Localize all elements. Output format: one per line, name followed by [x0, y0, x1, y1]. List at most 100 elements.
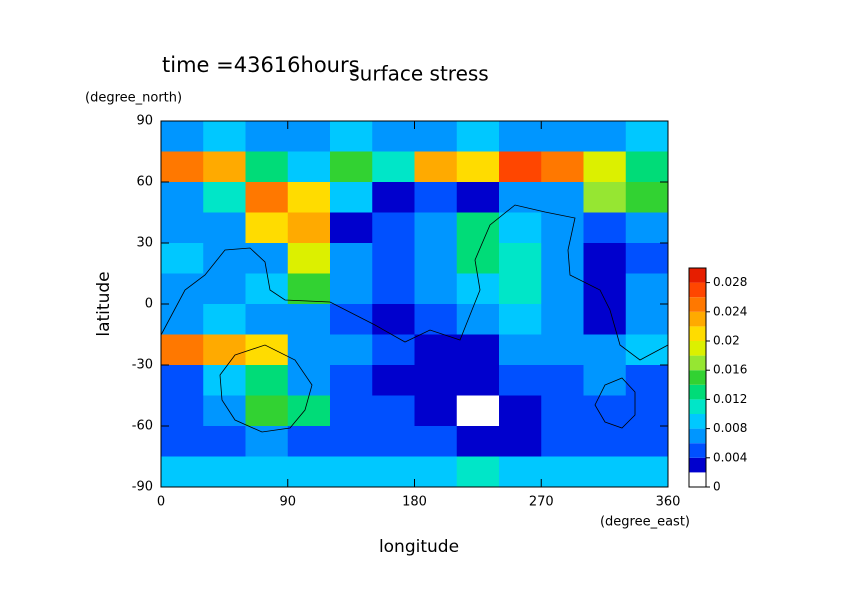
cell	[499, 395, 542, 427]
cell	[161, 273, 204, 305]
cell	[330, 243, 373, 274]
cell	[414, 151, 458, 183]
coastlines	[160, 204, 669, 433]
cell	[245, 182, 289, 213]
cell	[625, 243, 669, 274]
cell	[330, 182, 373, 213]
colorbar-band	[689, 282, 706, 298]
cell	[372, 151, 415, 183]
cell	[287, 426, 331, 457]
cell	[287, 243, 331, 274]
y-tick-label: 60	[136, 175, 153, 190]
cell	[245, 395, 289, 427]
cell	[499, 243, 542, 274]
cell	[541, 334, 584, 366]
cell	[583, 151, 627, 183]
cell	[245, 365, 289, 396]
cell	[414, 273, 458, 305]
cell	[161, 456, 204, 488]
colorbar-frame	[688, 267, 707, 488]
cell	[287, 334, 331, 366]
cell	[330, 456, 373, 488]
cell	[499, 182, 542, 213]
cell	[161, 334, 204, 366]
cell	[372, 273, 415, 305]
cell	[287, 121, 331, 152]
cell	[203, 304, 246, 335]
cell	[245, 121, 289, 152]
colorbar-tick-label: 0.02	[713, 334, 740, 348]
cell	[245, 212, 289, 244]
cell	[372, 212, 415, 244]
y-tick-label: -90	[132, 480, 153, 495]
y-axis-label: latitude	[94, 271, 114, 336]
cell	[161, 121, 204, 152]
cell	[245, 243, 289, 274]
x-tick-label: 90	[279, 495, 296, 510]
colorbar-tick-label: 0.012	[713, 392, 747, 406]
cell	[203, 121, 246, 152]
cell	[372, 121, 415, 152]
cell	[456, 365, 500, 396]
cell	[414, 334, 458, 366]
cell	[625, 395, 669, 427]
cell	[245, 426, 289, 457]
cell	[625, 212, 669, 244]
colorbar-band	[689, 384, 706, 400]
colorbar-tick-label: 0.024	[713, 304, 747, 318]
subtitle: time =43616hours	[162, 53, 360, 77]
cell	[330, 304, 373, 335]
x-tick-label: 0	[157, 495, 165, 510]
cell	[330, 395, 373, 427]
colorbar: 0 0.004 0.008 0.012 0.016 0.02 0.024 0.028	[688, 267, 747, 494]
y-tick-label: 0	[145, 297, 153, 312]
cell	[161, 365, 204, 396]
cell	[330, 334, 373, 366]
cell	[456, 212, 500, 244]
x-axis-label: longitude	[379, 537, 459, 557]
colorbar-band	[689, 268, 706, 283]
cell	[499, 334, 542, 366]
cell	[414, 365, 458, 396]
x-tick-label: 270	[529, 495, 554, 510]
cell	[414, 182, 458, 213]
cell	[287, 273, 331, 305]
cell	[499, 456, 542, 488]
cell	[499, 426, 542, 457]
cell	[541, 304, 584, 335]
colorbar-band	[689, 311, 706, 327]
cell	[245, 151, 289, 183]
cell	[625, 426, 669, 457]
cell	[372, 456, 415, 488]
cell	[414, 395, 458, 427]
chart-title: surface stress	[349, 62, 488, 86]
coastline	[160, 204, 669, 361]
cell	[625, 365, 669, 396]
cell	[287, 212, 331, 244]
cell	[245, 304, 289, 335]
plot-frame	[160, 120, 669, 488]
cell	[372, 334, 415, 366]
x-unit: (degree_east)	[600, 515, 690, 530]
y-unit: (degree_north)	[85, 91, 182, 106]
cell	[456, 243, 500, 274]
cell	[372, 365, 415, 396]
cell	[372, 304, 415, 335]
colorbar-band	[689, 370, 706, 385]
cell	[203, 334, 246, 366]
cell	[625, 456, 669, 488]
x-tick-label: 180	[402, 495, 427, 510]
cell	[203, 182, 246, 213]
y-tick-label: -60	[132, 419, 153, 434]
cell	[203, 273, 246, 305]
cell	[583, 212, 627, 244]
cell	[499, 273, 542, 305]
cell	[245, 334, 289, 366]
cell	[287, 182, 331, 213]
cell	[414, 212, 458, 244]
cell	[456, 426, 500, 457]
colorbar-band	[689, 414, 706, 429]
cell	[203, 426, 246, 457]
colorbar-tick-label: 0.008	[713, 421, 747, 435]
cell	[456, 151, 500, 183]
